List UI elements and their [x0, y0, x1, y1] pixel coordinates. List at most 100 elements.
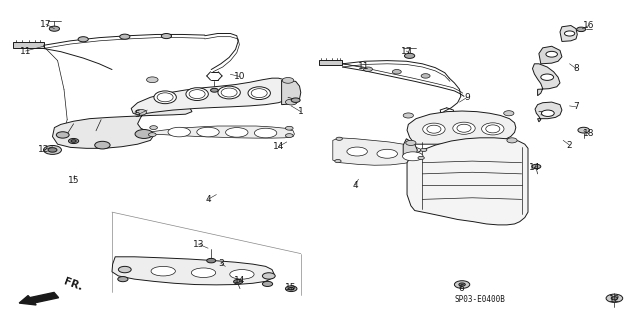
- Text: FR.: FR.: [63, 277, 84, 293]
- Text: 13: 13: [193, 240, 204, 249]
- Text: 14: 14: [234, 276, 246, 285]
- Circle shape: [135, 109, 147, 115]
- Circle shape: [48, 148, 57, 152]
- Ellipse shape: [252, 89, 268, 98]
- Circle shape: [262, 273, 275, 279]
- Text: 15: 15: [68, 176, 79, 185]
- Circle shape: [611, 297, 618, 300]
- Circle shape: [285, 99, 297, 105]
- Circle shape: [147, 77, 158, 83]
- Circle shape: [262, 281, 273, 286]
- Circle shape: [577, 27, 586, 32]
- Ellipse shape: [457, 124, 471, 132]
- Polygon shape: [13, 42, 44, 48]
- Polygon shape: [112, 257, 274, 285]
- Ellipse shape: [377, 149, 397, 158]
- Text: 4: 4: [205, 195, 211, 204]
- Text: 18: 18: [583, 130, 595, 138]
- Circle shape: [120, 34, 130, 39]
- Text: 8: 8: [573, 64, 579, 73]
- Text: 11: 11: [20, 47, 31, 56]
- Circle shape: [207, 258, 216, 263]
- Circle shape: [282, 78, 294, 83]
- Ellipse shape: [248, 87, 271, 100]
- Circle shape: [118, 266, 131, 273]
- Ellipse shape: [453, 122, 476, 134]
- Circle shape: [161, 33, 172, 39]
- Ellipse shape: [254, 128, 276, 138]
- Circle shape: [285, 286, 297, 292]
- Polygon shape: [539, 46, 562, 64]
- Ellipse shape: [221, 88, 237, 97]
- Text: 12: 12: [609, 295, 620, 304]
- Circle shape: [454, 281, 470, 288]
- Circle shape: [78, 37, 88, 42]
- Circle shape: [71, 140, 76, 142]
- Ellipse shape: [218, 86, 241, 99]
- Circle shape: [578, 127, 589, 133]
- Text: 2: 2: [567, 141, 572, 150]
- Text: 7: 7: [573, 102, 579, 111]
- Text: 10: 10: [234, 72, 246, 81]
- Circle shape: [541, 110, 554, 116]
- Circle shape: [459, 283, 465, 286]
- Ellipse shape: [168, 127, 191, 137]
- Polygon shape: [319, 60, 342, 65]
- Ellipse shape: [423, 123, 445, 135]
- Polygon shape: [560, 26, 577, 41]
- Text: 5: 5: [135, 110, 140, 119]
- Circle shape: [541, 74, 554, 80]
- Text: 9: 9: [465, 93, 470, 102]
- Circle shape: [335, 160, 341, 163]
- Ellipse shape: [157, 93, 173, 102]
- Circle shape: [289, 287, 294, 290]
- Text: 3: 3: [218, 259, 223, 268]
- Ellipse shape: [230, 270, 254, 279]
- Ellipse shape: [427, 125, 441, 133]
- Text: 15: 15: [285, 283, 297, 292]
- Ellipse shape: [226, 128, 248, 137]
- Polygon shape: [140, 126, 294, 138]
- Circle shape: [68, 138, 79, 144]
- Circle shape: [364, 67, 372, 71]
- Circle shape: [44, 145, 61, 154]
- Ellipse shape: [486, 125, 500, 133]
- Circle shape: [56, 132, 69, 138]
- Circle shape: [403, 113, 413, 118]
- Circle shape: [285, 134, 293, 137]
- Text: 17: 17: [40, 20, 52, 29]
- Circle shape: [49, 26, 60, 31]
- Text: 1: 1: [298, 107, 303, 116]
- Circle shape: [135, 130, 153, 138]
- Text: 12: 12: [38, 145, 49, 154]
- Text: 14: 14: [273, 142, 284, 151]
- Text: 14: 14: [529, 163, 540, 172]
- Circle shape: [118, 277, 128, 282]
- Ellipse shape: [481, 123, 504, 135]
- Polygon shape: [532, 64, 560, 96]
- Circle shape: [507, 138, 517, 143]
- Ellipse shape: [189, 90, 205, 99]
- Circle shape: [532, 164, 541, 169]
- Circle shape: [421, 74, 430, 78]
- Circle shape: [95, 141, 110, 149]
- Circle shape: [291, 98, 300, 102]
- Ellipse shape: [191, 268, 216, 278]
- Ellipse shape: [154, 91, 177, 104]
- Circle shape: [148, 133, 156, 137]
- Circle shape: [406, 140, 416, 145]
- Circle shape: [150, 126, 157, 130]
- Ellipse shape: [197, 127, 219, 137]
- Circle shape: [404, 53, 415, 58]
- Polygon shape: [535, 102, 562, 122]
- Circle shape: [546, 51, 557, 57]
- FancyArrow shape: [19, 293, 59, 305]
- Text: 11: 11: [358, 63, 369, 71]
- Circle shape: [564, 31, 575, 36]
- Ellipse shape: [186, 88, 209, 100]
- Polygon shape: [282, 80, 301, 105]
- Circle shape: [392, 70, 401, 74]
- Circle shape: [211, 88, 218, 92]
- Polygon shape: [333, 138, 425, 165]
- Ellipse shape: [347, 147, 367, 156]
